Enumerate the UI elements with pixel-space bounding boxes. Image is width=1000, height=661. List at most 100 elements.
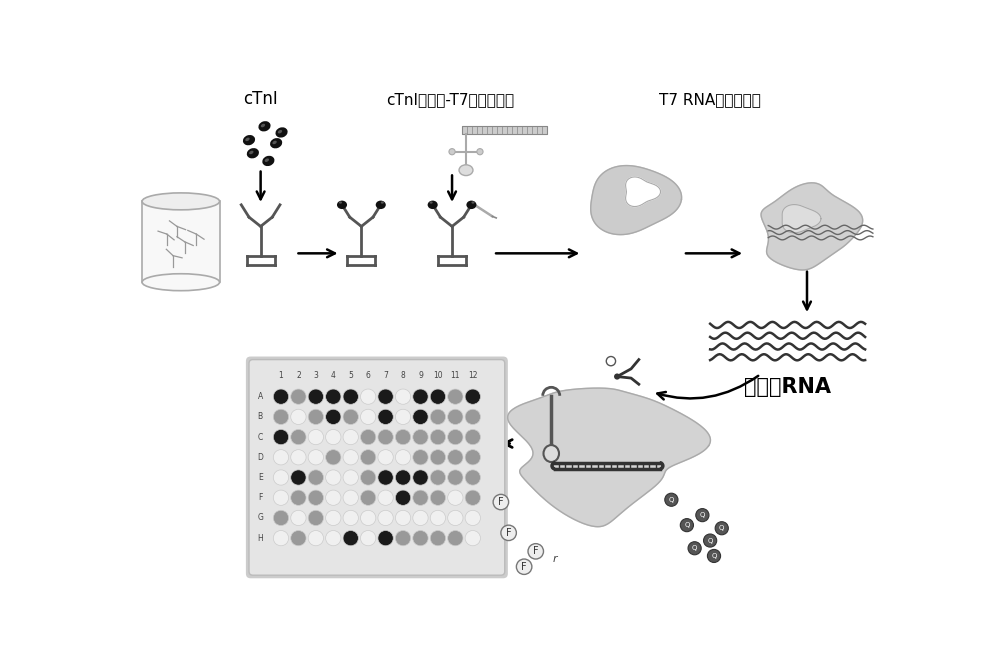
Circle shape [326, 430, 341, 445]
Ellipse shape [544, 445, 559, 462]
Text: Q: Q [707, 537, 713, 543]
Ellipse shape [459, 165, 473, 176]
Circle shape [378, 430, 393, 445]
Circle shape [465, 490, 480, 506]
Polygon shape [626, 177, 661, 206]
Circle shape [326, 531, 341, 546]
Ellipse shape [278, 130, 282, 134]
Circle shape [360, 430, 376, 445]
Text: 1: 1 [279, 371, 283, 379]
Circle shape [326, 449, 341, 465]
Text: cTnI适配体-T7启动子双链: cTnI适配体-T7启动子双链 [386, 92, 515, 107]
Circle shape [326, 409, 341, 424]
Circle shape [395, 531, 411, 546]
Circle shape [413, 389, 428, 405]
Ellipse shape [265, 159, 269, 162]
Circle shape [308, 389, 324, 405]
Circle shape [378, 510, 393, 525]
Bar [462, 126, 547, 134]
Circle shape [308, 531, 324, 546]
Circle shape [378, 490, 393, 506]
FancyBboxPatch shape [246, 356, 508, 578]
Polygon shape [508, 388, 710, 527]
Circle shape [395, 430, 411, 445]
Circle shape [448, 490, 463, 506]
Text: E: E [258, 473, 263, 482]
Ellipse shape [430, 202, 433, 204]
Circle shape [273, 510, 289, 525]
Circle shape [413, 430, 428, 445]
Circle shape [291, 389, 306, 405]
Bar [142, 202, 220, 282]
Circle shape [326, 389, 341, 405]
Circle shape [395, 449, 411, 465]
FancyBboxPatch shape [249, 360, 505, 575]
Circle shape [360, 490, 376, 506]
Circle shape [273, 389, 289, 405]
Circle shape [413, 409, 428, 424]
Circle shape [448, 510, 463, 525]
Circle shape [528, 543, 544, 559]
Text: F: F [258, 493, 262, 502]
Text: 6: 6 [366, 371, 371, 379]
Circle shape [448, 430, 463, 445]
Ellipse shape [142, 274, 220, 291]
Circle shape [501, 525, 516, 541]
Circle shape [448, 389, 463, 405]
Polygon shape [761, 183, 863, 270]
Circle shape [273, 409, 289, 424]
Text: G: G [257, 514, 263, 522]
Ellipse shape [272, 141, 277, 144]
Circle shape [430, 490, 446, 506]
Polygon shape [591, 165, 682, 235]
Circle shape [465, 531, 480, 546]
Ellipse shape [245, 137, 250, 141]
Circle shape [273, 449, 289, 465]
Circle shape [516, 559, 532, 574]
Ellipse shape [262, 156, 274, 166]
Circle shape [360, 510, 376, 525]
Circle shape [448, 531, 463, 546]
Circle shape [360, 389, 376, 405]
Circle shape [308, 430, 324, 445]
Text: Q: Q [700, 512, 705, 518]
Ellipse shape [376, 200, 386, 209]
Circle shape [378, 470, 393, 485]
Circle shape [413, 531, 428, 546]
Text: A: A [258, 392, 263, 401]
Circle shape [378, 409, 393, 424]
Circle shape [343, 430, 358, 445]
Circle shape [430, 389, 446, 405]
Ellipse shape [337, 200, 347, 209]
Ellipse shape [261, 124, 265, 128]
Circle shape [696, 508, 709, 522]
Circle shape [273, 490, 289, 506]
Circle shape [291, 430, 306, 445]
Text: 7: 7 [383, 371, 388, 379]
Circle shape [378, 531, 393, 546]
Ellipse shape [270, 138, 282, 148]
Circle shape [343, 389, 358, 405]
Circle shape [326, 510, 341, 525]
Circle shape [343, 470, 358, 485]
Text: 12: 12 [468, 371, 478, 379]
Circle shape [493, 494, 509, 510]
Circle shape [360, 449, 376, 465]
Circle shape [688, 542, 701, 555]
Circle shape [430, 531, 446, 546]
Circle shape [326, 490, 341, 506]
Ellipse shape [471, 202, 475, 204]
Text: Q: Q [684, 522, 690, 528]
Text: Q: Q [692, 545, 697, 551]
Circle shape [430, 409, 446, 424]
Circle shape [413, 470, 428, 485]
Circle shape [395, 409, 411, 424]
Text: 5: 5 [348, 371, 353, 379]
Circle shape [291, 531, 306, 546]
Circle shape [343, 510, 358, 525]
Circle shape [707, 549, 721, 563]
Circle shape [448, 449, 463, 465]
Circle shape [465, 449, 480, 465]
Ellipse shape [243, 135, 255, 145]
Ellipse shape [249, 151, 253, 154]
